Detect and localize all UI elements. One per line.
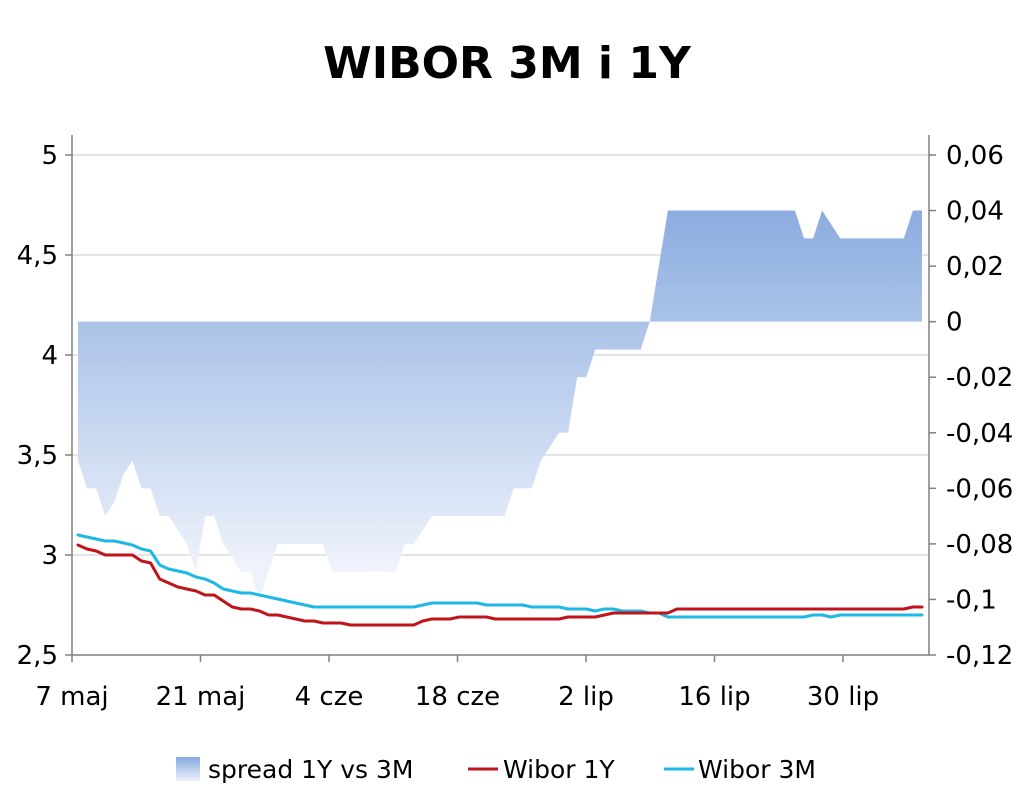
y-right-tick-label: -0,02 <box>946 363 1013 393</box>
x-tick-label: 30 lip <box>807 682 879 712</box>
y-left-tick-label: 4,5 <box>17 241 58 271</box>
series-line-wibor-3m <box>76 533 924 619</box>
y-left-tick-label: 5 <box>41 141 58 171</box>
legend-label-wibor-3m: Wibor 3M <box>698 755 816 784</box>
y-right-tick-label: -0,06 <box>946 474 1013 504</box>
y-right-tick-label: -0,04 <box>946 419 1013 449</box>
spread-area-layer <box>78 210 922 600</box>
y-right-tick-label: 0 <box>946 308 963 338</box>
y-right-tick-label: 0,06 <box>946 141 1004 171</box>
legend: spread 1Y vs 3M Wibor 1Y Wibor 3M <box>176 755 816 784</box>
y-left-axis: 5 4,5 4 3,5 3 2,5 <box>17 141 72 671</box>
lines-layer <box>76 533 924 627</box>
x-tick-label: 2 lip <box>558 682 614 712</box>
y-left-tick-label: 3,5 <box>17 441 58 471</box>
y-left-tick-label: 3 <box>41 541 58 571</box>
spread-area <box>78 210 922 600</box>
y-right-tick-label: 0,04 <box>946 197 1004 227</box>
legend-swatch-spread <box>176 757 200 781</box>
x-tick-label: 21 maj <box>156 682 246 712</box>
x-tick-label: 4 cze <box>295 682 364 712</box>
y-right-tick-label: -0,1 <box>946 585 997 615</box>
y-right-tick-label: -0,12 <box>946 641 1013 671</box>
chart-title: WIBOR 3M i 1Y <box>323 38 692 89</box>
x-axis: 7 maj 21 maj 4 cze 18 cze 2 lip 16 lip 30 lip <box>35 655 879 712</box>
x-tick-label: 7 maj <box>35 682 108 712</box>
legend-label-wibor-1y: Wibor 1Y <box>503 755 615 784</box>
x-tick-label: 16 lip <box>678 682 750 712</box>
y-right-tick-label: -0,08 <box>946 530 1013 560</box>
y-left-tick-label: 4 <box>41 341 58 371</box>
y-right-axis: 0,06 0,04 0,02 0 -0,02 -0,04 -0,06 -0,08 -0,1 -0,… <box>929 141 1013 671</box>
legend-label-spread: spread 1Y vs 3M <box>208 755 414 784</box>
series-line-wibor-1y <box>76 543 924 627</box>
y-left-tick-label: 2,5 <box>17 641 58 671</box>
y-right-tick-label: 0,02 <box>946 252 1004 282</box>
x-tick-label: 18 cze <box>415 682 500 712</box>
